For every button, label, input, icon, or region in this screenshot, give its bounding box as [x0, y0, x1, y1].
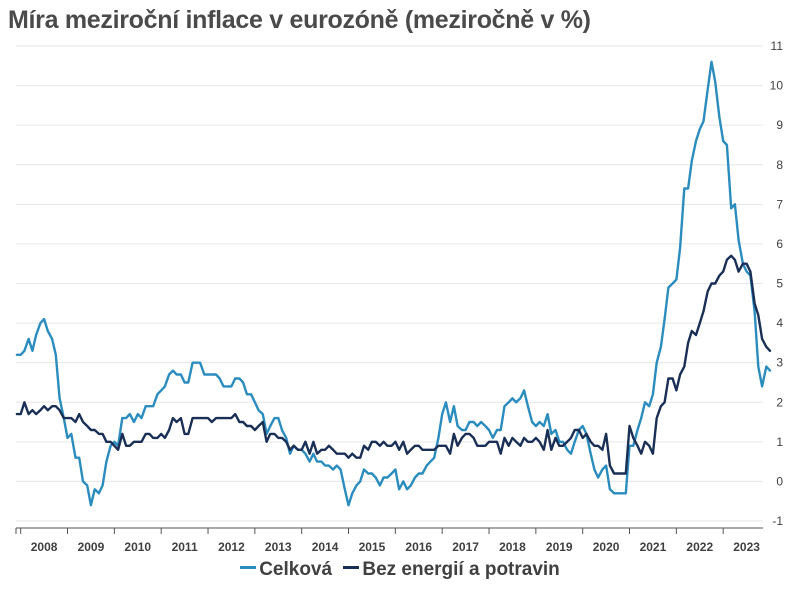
x-axis: 2008 2009 2010 2011 2012 2013 2014 2015 2016 2017…	[15, 527, 763, 554]
y-tick-label-8: 7	[776, 197, 783, 211]
y-tick-label-4: 3	[776, 356, 783, 370]
x-tick-label-2008: 2008	[31, 540, 58, 554]
legend: Celková Bez energií a potravin	[0, 559, 800, 581]
y-tick-label-0: -1	[772, 514, 783, 528]
legend-item-bez-energii: Bez energií a potravin	[343, 559, 560, 581]
x-tick-label-2009: 2009	[78, 540, 105, 554]
y-axis: -1 0 1 2 3 4 5 6 7 8 9 10 11	[770, 39, 784, 528]
x-tick-label-2018: 2018	[499, 540, 526, 554]
x-tick-label-2010: 2010	[124, 540, 151, 554]
x-tick-label-2016: 2016	[405, 540, 432, 554]
x-tick-label-2017: 2017	[452, 540, 479, 554]
legend-item-celkova: Celková	[240, 559, 332, 581]
y-tick-label-1: 0	[776, 474, 783, 488]
legend-label-bez-energii: Bez energií a potravin	[362, 559, 560, 580]
series-line-1	[15, 254, 772, 475]
series-line-0	[15, 60, 772, 507]
y-tick-label-5: 4	[776, 316, 783, 330]
x-tick-label-2015: 2015	[359, 540, 386, 554]
x-tick-label-2021: 2021	[640, 540, 667, 554]
series-lines	[15, 60, 772, 507]
y-tick-label-11: 10	[770, 79, 784, 93]
legend-swatch-celkova	[240, 566, 257, 570]
y-tick-label-7: 6	[776, 237, 783, 251]
chart-title: Míra meziroční inflace v eurozóně (mezir…	[8, 6, 591, 34]
y-tick-label-2: 1	[776, 435, 783, 449]
x-tick-label-2013: 2013	[265, 540, 292, 554]
x-tick-label-2023: 2023	[733, 540, 760, 554]
x-tick-label-2020: 2020	[593, 540, 620, 554]
legend-swatch-bez-energii	[343, 566, 360, 570]
x-tick-label-2011: 2011	[172, 540, 198, 554]
y-tick-label-9: 8	[776, 158, 783, 172]
x-tick-label-2014: 2014	[312, 540, 339, 554]
x-tick-label-2012: 2012	[218, 540, 245, 554]
legend-label-celkova: Celková	[259, 559, 333, 580]
y-tick-label-10: 9	[776, 118, 783, 132]
x-tick-label-2019: 2019	[546, 540, 573, 554]
y-tick-label-3: 2	[776, 395, 783, 409]
y-tick-label-6: 5	[776, 277, 783, 291]
x-tick-label-2022: 2022	[686, 540, 713, 554]
y-tick-label-12: 11	[771, 39, 784, 53]
